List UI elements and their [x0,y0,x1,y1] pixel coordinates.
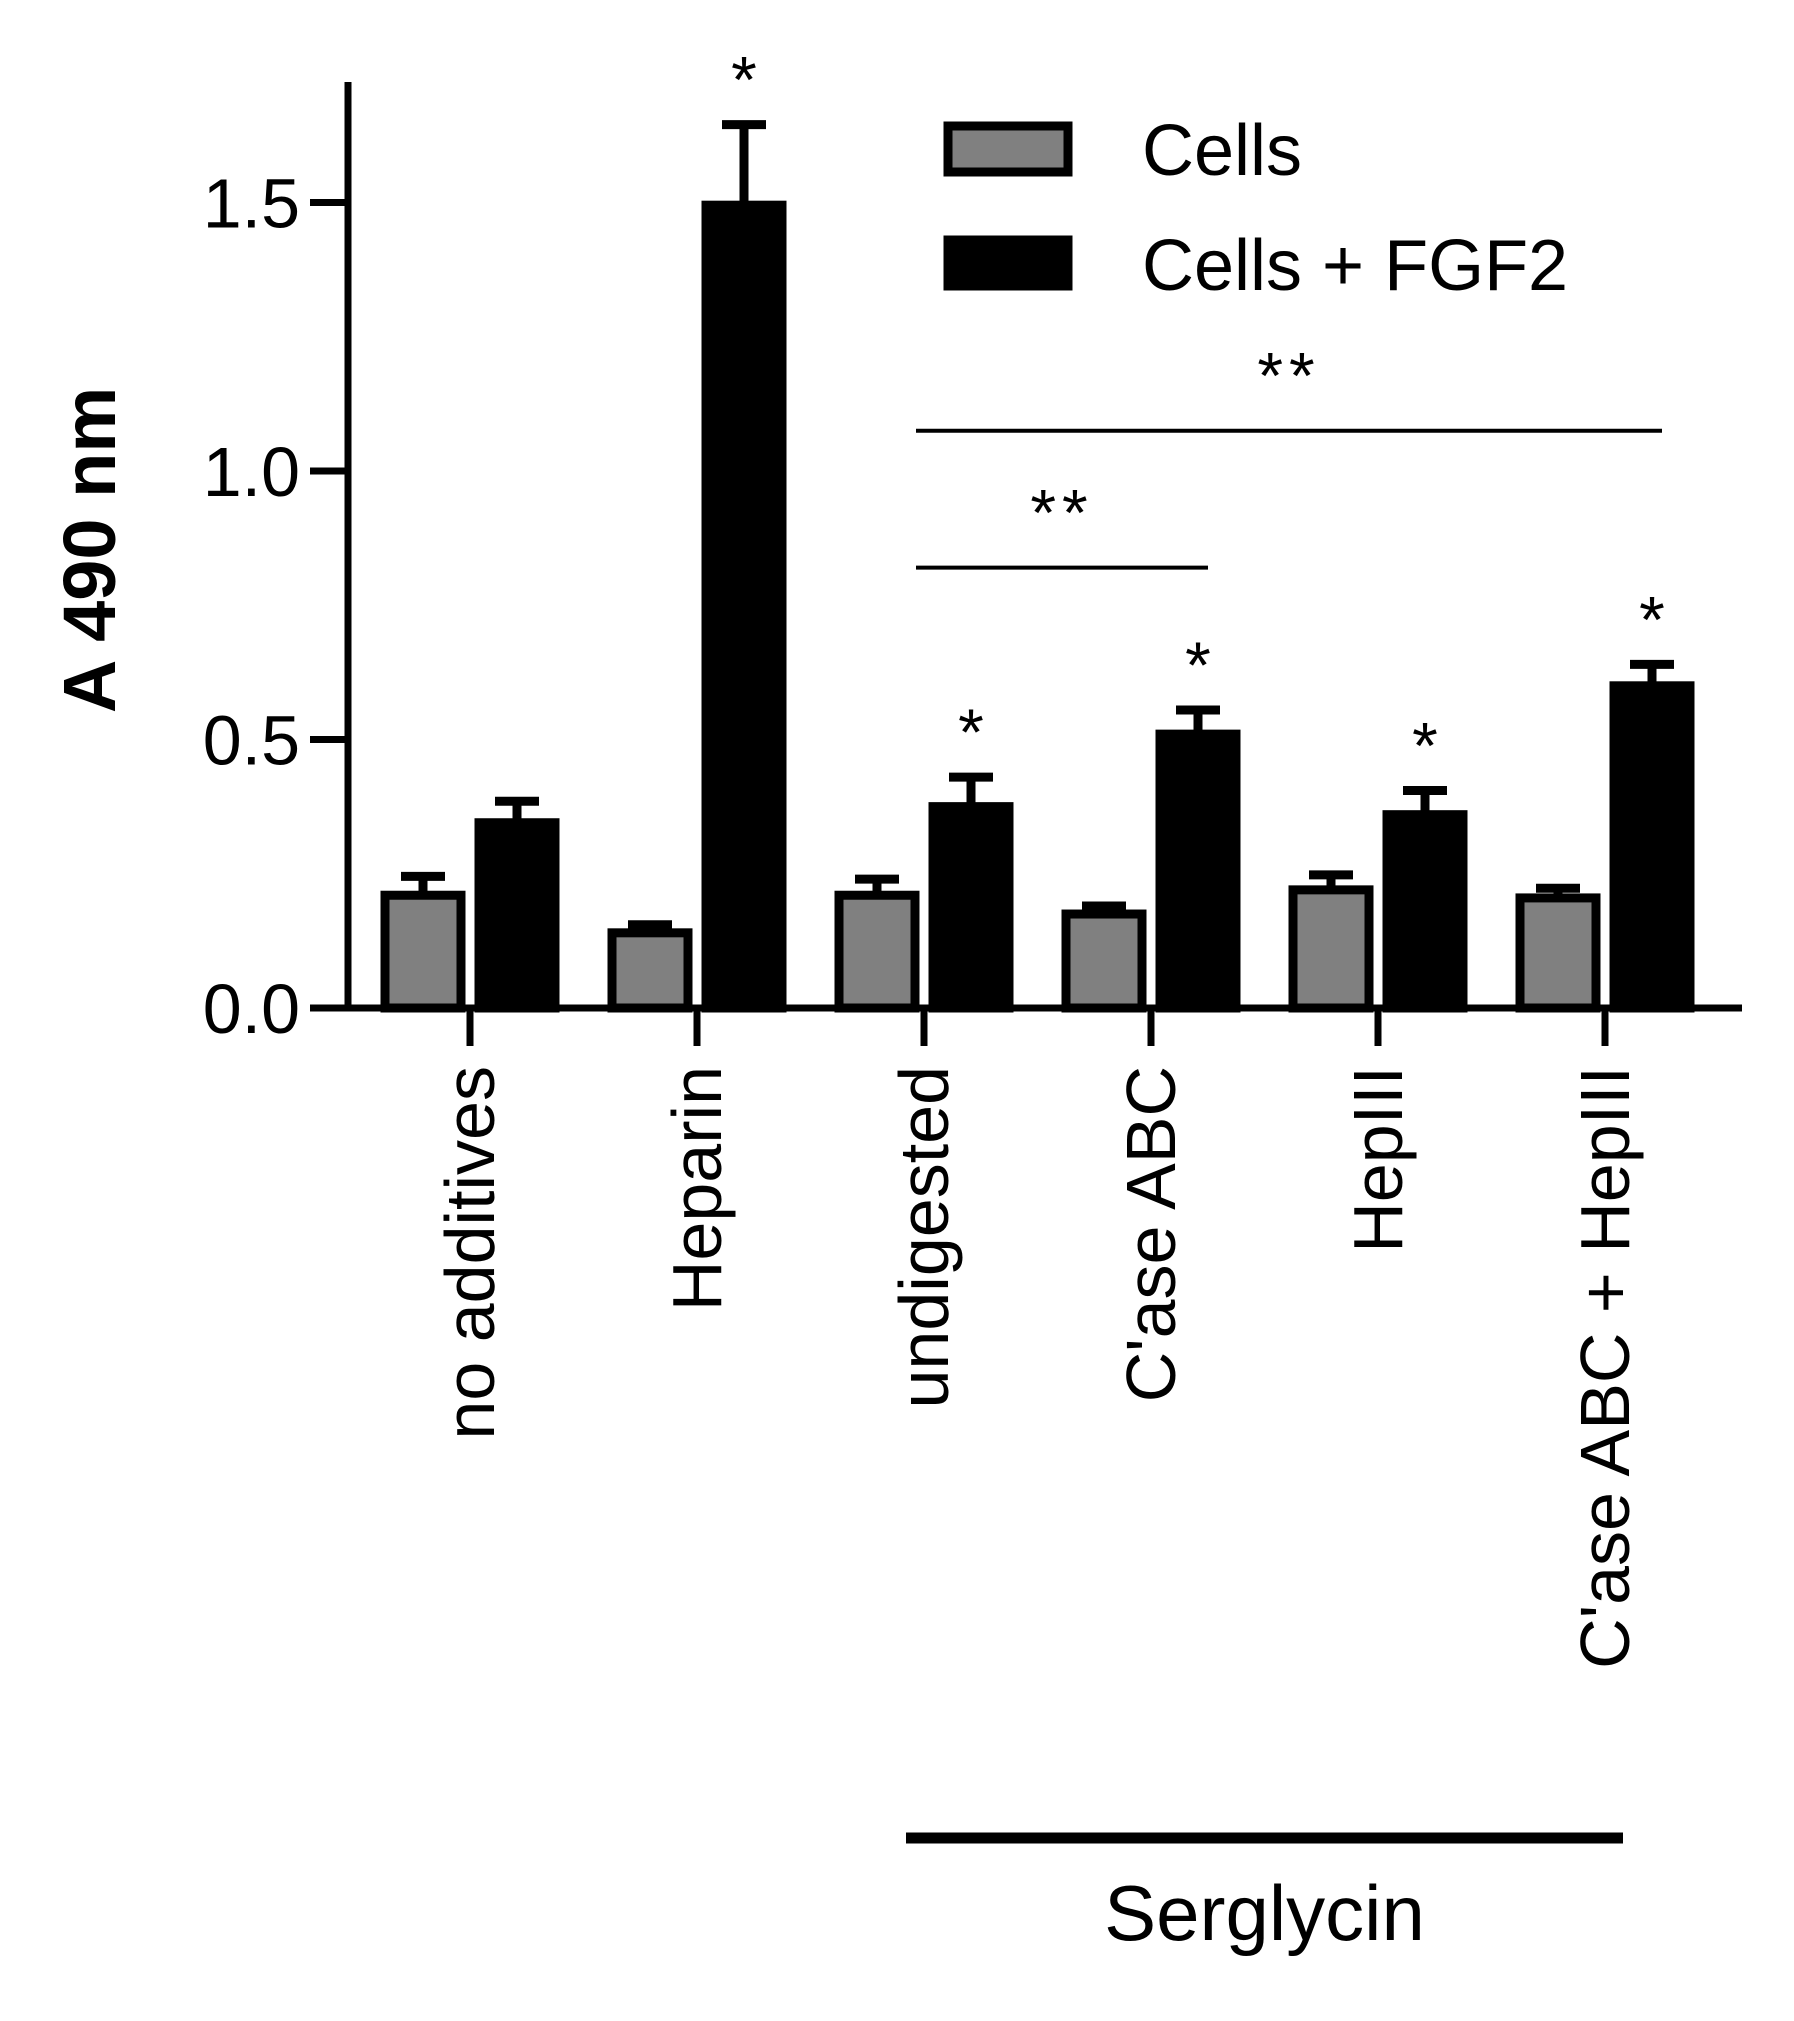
y-tick-label-2: 1.0 [203,433,300,511]
bar-cells-fgf2-3 [1155,729,1241,1013]
bar-cells-4 [1288,885,1374,1013]
legend-label-cells: Cells [1142,111,1302,191]
bar-cells-3 [1061,909,1147,1013]
x-tick-label-0: no additives [431,1066,509,1440]
y-axis-label: A 490 nm [48,387,131,713]
y-tick-label-0: 0.0 [203,970,300,1048]
significance-star-1: * [731,43,757,117]
significance-star-5: * [1639,582,1665,656]
legend-label-cells-fgf2: Cells + FGF2 [1142,226,1568,306]
legend: Cells Cells + FGF2 [943,111,1568,306]
x-tick-label-3: C'ase ABC [1112,1066,1190,1402]
x-tick-label-2: undigested [885,1066,963,1409]
x-tick-label-4: HepIII [1339,1066,1417,1253]
comparison-bracket-label-0: ** [1030,476,1093,550]
significance-star-2: * [958,695,984,769]
y-tick-label-1: 0.5 [203,702,300,780]
bar-cells-fgf2-2 [928,802,1014,1013]
bar-cells-fgf2-4 [1382,810,1468,1013]
axes-layer [310,82,1742,1012]
bar-cells-fgf2-1 [701,200,787,1013]
significance-star-3: * [1185,628,1211,702]
bar-cells-0 [380,890,466,1013]
y-tick-label-3: 1.5 [203,165,300,243]
bar-cells-fgf2-5 [1609,681,1695,1013]
legend-swatch-cells [943,121,1073,177]
serglycin-group: Serglycin [906,1832,1623,1957]
annotations: ********* [731,43,1665,783]
x-tick-label-5: C'ase ABC + HepIII [1566,1066,1644,1669]
x-tick-label-1: Heparin [658,1066,736,1311]
x-ticks: no additives Heparin undigested C'ase ABC He… [431,1008,1644,1669]
serglycin-label: Serglycin [1104,1869,1425,1957]
bar-cells-1 [607,928,693,1013]
legend-swatch-cells-fgf2 [943,235,1073,291]
comparison-bracket-label-1: ** [1257,339,1320,413]
y-ticks: 0.0 0.5 1.0 1.5 [203,165,348,1048]
bar-cells-5 [1515,893,1601,1013]
significance-star-4: * [1412,709,1438,783]
bar-cells-2 [834,890,920,1013]
bar-cells-fgf2-0 [474,818,560,1013]
